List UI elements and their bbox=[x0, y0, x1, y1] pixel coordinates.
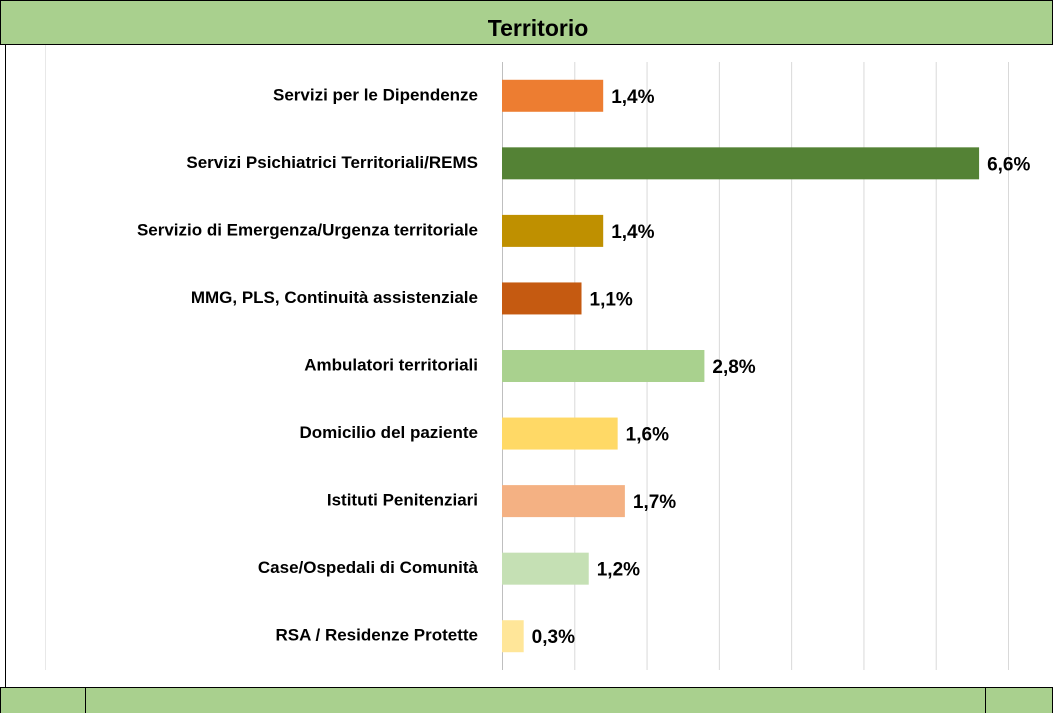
footer-bar bbox=[0, 687, 1053, 713]
category-label: Istituti Penitenziari bbox=[327, 491, 478, 510]
category-label: Case/Ospedali di Comunità bbox=[258, 558, 479, 577]
value-label: 0,3% bbox=[532, 627, 575, 648]
bar bbox=[502, 282, 582, 315]
category-label: MMG, PLS, Continuità assistenziale bbox=[191, 288, 478, 307]
bar bbox=[502, 417, 618, 450]
value-label: 1,4% bbox=[611, 222, 654, 243]
bar bbox=[502, 552, 589, 585]
category-label: RSA / Residenze Protette bbox=[276, 626, 478, 645]
category-label: Servizio di Emergenza/Urgenza territoria… bbox=[137, 220, 478, 239]
header-bar bbox=[0, 0, 1053, 45]
value-label: 1,1% bbox=[590, 289, 633, 310]
value-label: 1,7% bbox=[633, 492, 676, 513]
bar bbox=[502, 485, 625, 518]
bar bbox=[502, 214, 604, 247]
chart-title: Territorio bbox=[488, 15, 589, 41]
value-label: 1,2% bbox=[597, 560, 640, 581]
bar bbox=[502, 620, 524, 653]
category-label: Ambulatori territoriali bbox=[304, 355, 478, 374]
bar bbox=[502, 350, 705, 382]
category-label: Domicilio del paziente bbox=[299, 423, 478, 442]
value-label: 1,4% bbox=[611, 87, 654, 108]
value-label: 1,6% bbox=[626, 425, 669, 446]
category-label: Servizi per le Dipendenze bbox=[273, 85, 478, 104]
category-label: Servizi Psichiatrici Territoriali/REMS bbox=[186, 153, 478, 172]
bar bbox=[502, 79, 604, 112]
value-label: 6,6% bbox=[987, 154, 1030, 175]
bar bbox=[502, 147, 980, 180]
value-label: 2,8% bbox=[712, 357, 755, 378]
